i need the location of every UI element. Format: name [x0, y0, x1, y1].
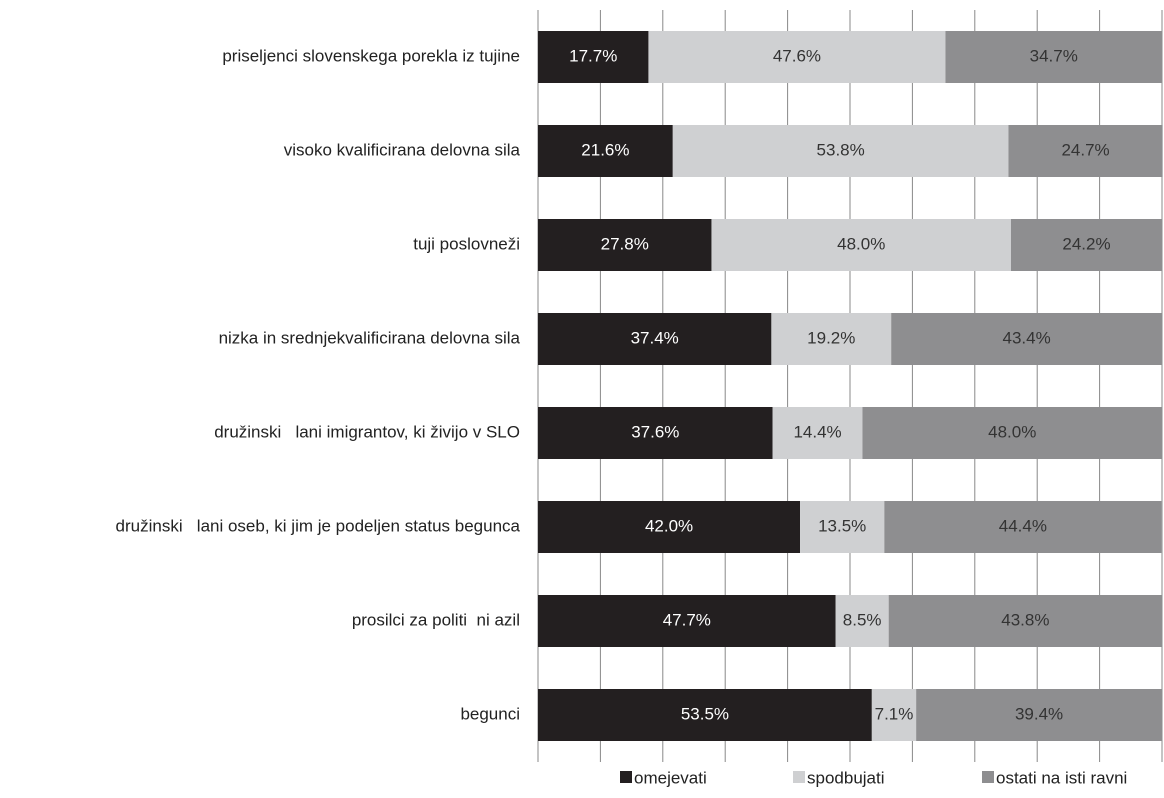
value-label: 8.5%: [843, 610, 882, 629]
value-label: 47.7%: [663, 610, 711, 629]
value-label: 27.8%: [601, 234, 649, 253]
value-label: 39.4%: [1015, 704, 1063, 723]
category-label: tuji poslovneži: [413, 234, 520, 253]
value-label: 53.5%: [681, 704, 729, 723]
bar-segment: [888, 595, 1162, 647]
bar-segment: [862, 407, 1162, 459]
category-label: prosilci za politi ni azil: [352, 610, 520, 629]
bar-segment: [538, 407, 773, 459]
legend-label: omejevati: [634, 768, 707, 787]
bar-segment: [1010, 219, 1162, 271]
bar-segment: [772, 407, 863, 459]
category-label: družinski lani imigrantov, ki živijo v S…: [214, 422, 520, 441]
value-label: 14.4%: [793, 422, 841, 441]
bar-segment: [538, 595, 836, 647]
bar-segment: [871, 689, 917, 741]
value-label: 47.6%: [773, 46, 821, 65]
value-label: 42.0%: [645, 516, 693, 535]
bar-segment: [538, 313, 772, 365]
value-label: 24.2%: [1062, 234, 1110, 253]
value-label: 37.4%: [631, 328, 679, 347]
value-label: 53.8%: [817, 140, 865, 159]
bar-segment: [648, 31, 946, 83]
legend-label: spodbujati: [807, 768, 885, 787]
value-label: 43.4%: [1002, 328, 1050, 347]
value-label: 48.0%: [837, 234, 885, 253]
category-label: begunci: [460, 704, 520, 723]
category-label: družinski lani oseb, ki jim je podeljen …: [116, 516, 521, 535]
bar-segment: [538, 31, 649, 83]
bar-segment: [538, 125, 673, 177]
bar-segment: [800, 501, 885, 553]
value-label: 13.5%: [818, 516, 866, 535]
value-label: 43.8%: [1001, 610, 1049, 629]
legend-swatch: [793, 771, 805, 783]
value-label: 24.7%: [1061, 140, 1109, 159]
bar-segment: [916, 689, 1162, 741]
bar-segment: [538, 219, 712, 271]
legend-swatch: [982, 771, 994, 783]
value-label: 37.6%: [631, 422, 679, 441]
bar-segment: [538, 501, 801, 553]
value-label: 17.7%: [569, 46, 617, 65]
legend-label: ostati na isti ravni: [996, 768, 1127, 787]
bar-segment: [1008, 125, 1163, 177]
category-label: visoko kvalificirana delovna sila: [284, 140, 521, 159]
bar-segment: [891, 313, 1162, 365]
bar-segment: [771, 313, 892, 365]
bar-segment: [884, 501, 1162, 553]
bar-segment: [711, 219, 1011, 271]
legend-swatch: [620, 771, 632, 783]
value-label: 19.2%: [807, 328, 855, 347]
bar-segment: [945, 31, 1162, 83]
value-label: 7.1%: [875, 704, 914, 723]
category-label: priseljenci slovenskega porekla iz tujin…: [222, 46, 520, 65]
category-label: nizka in srednjekvalificirana delovna si…: [219, 328, 521, 347]
bar-segment: [672, 125, 1009, 177]
value-label: 34.7%: [1030, 46, 1078, 65]
value-label: 21.6%: [581, 140, 629, 159]
bar-segment: [538, 689, 872, 741]
value-label: 44.4%: [999, 516, 1047, 535]
value-label: 48.0%: [988, 422, 1036, 441]
bar-segment: [835, 595, 889, 647]
